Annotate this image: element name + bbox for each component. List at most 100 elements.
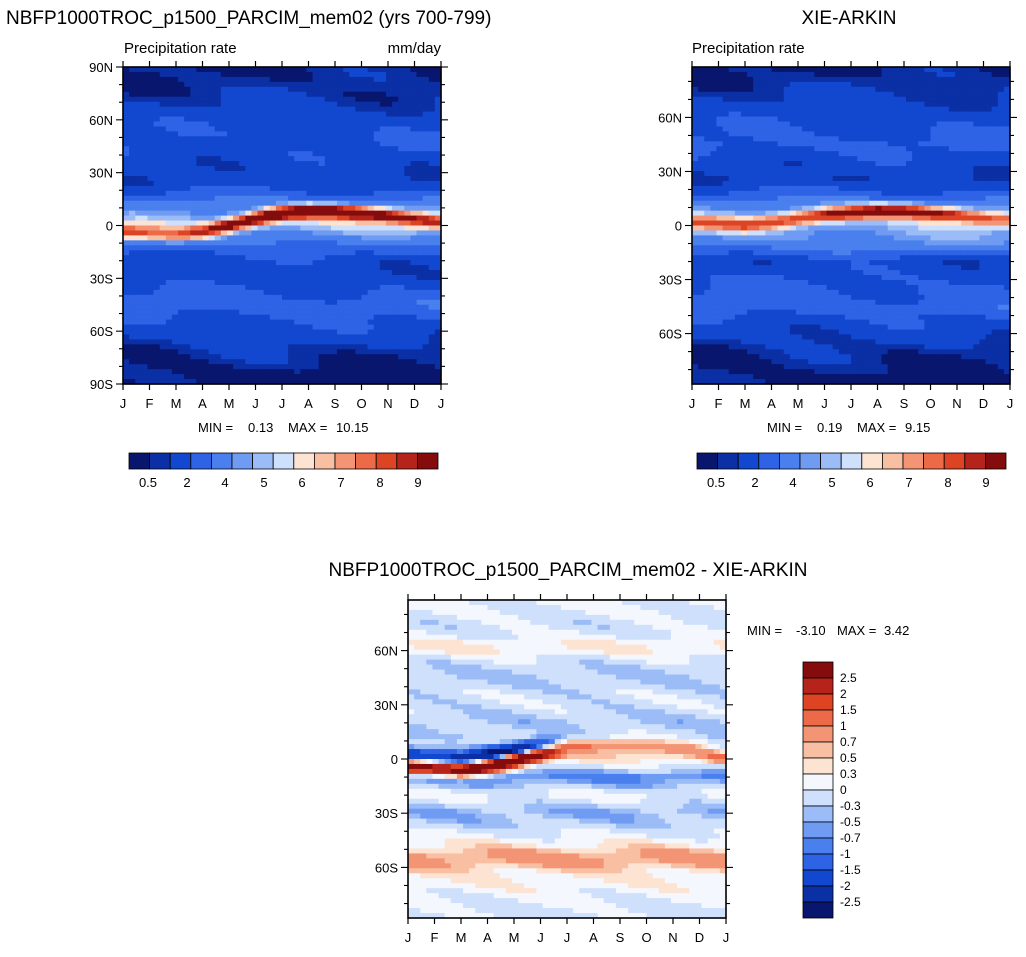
heat-cell <box>184 185 191 192</box>
heat-cell <box>141 136 149 142</box>
heat-cell <box>789 200 797 207</box>
heat-cell <box>300 136 308 142</box>
heat-cell <box>392 96 399 103</box>
heat-cell <box>991 121 999 128</box>
heat-cell <box>165 180 173 187</box>
heat-cell <box>783 126 791 132</box>
heat-cell <box>349 379 356 385</box>
heat-cell <box>997 180 1005 187</box>
heat-cell <box>184 116 191 123</box>
heat-cell <box>428 225 436 232</box>
heat-cell <box>190 205 197 212</box>
heat-cell <box>349 81 356 88</box>
heat-cell <box>269 349 277 355</box>
heat-cell <box>300 210 308 217</box>
heat-cell <box>875 146 883 152</box>
heat-cell <box>300 71 308 78</box>
heat-cell <box>398 240 405 246</box>
heat-cell <box>398 166 405 172</box>
heat-cell <box>355 136 363 142</box>
heat-cell <box>343 359 350 365</box>
heat-cell <box>765 185 773 192</box>
heat-cell <box>942 86 950 93</box>
heat-cell <box>153 131 161 137</box>
heat-cell <box>355 304 363 311</box>
heat-cell <box>135 81 142 88</box>
heat-cell <box>196 205 204 212</box>
heat-cell <box>275 364 283 370</box>
heat-cell <box>129 275 136 281</box>
heat-cell <box>954 101 962 108</box>
heat-cell <box>129 161 136 167</box>
heat-cell <box>330 86 338 93</box>
heat-cell <box>820 116 828 123</box>
heat-cell <box>196 185 204 192</box>
heat-cell <box>832 121 840 128</box>
heat-cell <box>349 190 356 197</box>
heat-cell <box>190 166 197 172</box>
heat-cell <box>367 200 375 207</box>
heat-cell <box>422 349 430 355</box>
heat-cell <box>330 230 338 236</box>
heat-cell <box>282 289 289 296</box>
heat-cell <box>226 91 234 98</box>
heat-cell <box>196 71 204 78</box>
heat-cell <box>428 96 436 103</box>
heat-cell <box>202 230 210 236</box>
heat-cell <box>704 175 711 182</box>
heat-cell <box>759 185 766 192</box>
heat-cell <box>428 349 436 355</box>
heat-cell <box>979 121 987 128</box>
heat-cell <box>398 369 405 375</box>
heat-cell <box>330 111 338 118</box>
heat-cell <box>899 156 907 162</box>
heat-cell <box>434 205 442 212</box>
heat-cell <box>159 240 167 246</box>
heat-cell <box>275 71 283 78</box>
heat-cell <box>202 354 210 360</box>
heat-cell <box>220 190 228 197</box>
heat-cell <box>129 215 136 222</box>
heat-cell <box>208 324 216 331</box>
heat-cell <box>918 166 925 172</box>
heat-cell <box>147 171 155 177</box>
heat-cell <box>875 86 883 93</box>
heat-cell <box>355 364 363 370</box>
heat-cell <box>802 171 809 177</box>
heat-cell <box>710 86 718 93</box>
heat-cell <box>924 146 932 152</box>
heat-cell <box>1003 116 1011 123</box>
heat-cell <box>826 126 834 132</box>
heat-cell <box>747 210 754 217</box>
heat-cell <box>190 255 197 261</box>
heat-cell <box>153 86 161 93</box>
heat-cell <box>263 304 271 311</box>
heat-cell <box>288 215 295 222</box>
heat-cell <box>208 106 216 113</box>
heat-cell <box>716 171 724 177</box>
heat-cell <box>765 161 773 167</box>
heat-cell <box>759 106 766 113</box>
heat-cell <box>747 190 754 197</box>
heat-cell <box>220 205 228 212</box>
heat-cell <box>416 245 424 251</box>
heat-cell <box>722 86 730 93</box>
heat-cell <box>373 76 381 83</box>
heat-cell <box>954 106 962 113</box>
heat-cell <box>190 161 197 167</box>
heat-cell <box>997 126 1005 132</box>
heat-cell <box>961 111 968 118</box>
heat-cell <box>728 195 736 202</box>
heat-cell <box>392 71 399 78</box>
heat-cell <box>147 379 155 385</box>
heat-cell <box>979 161 987 167</box>
heat-cell <box>967 200 974 207</box>
heat-cell <box>245 309 253 316</box>
heat-cell <box>282 309 289 316</box>
heat-cell <box>257 275 265 281</box>
heat-cell <box>361 101 369 108</box>
heat-cell <box>288 314 295 321</box>
heat-cell <box>178 334 185 341</box>
heat-cell <box>838 71 846 78</box>
heat-cell <box>196 230 204 236</box>
